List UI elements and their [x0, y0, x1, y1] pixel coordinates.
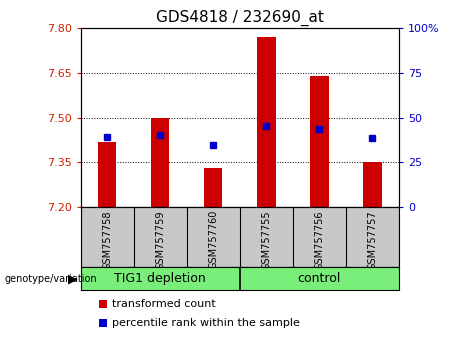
Text: control: control — [297, 272, 341, 285]
Bar — [204, 169, 223, 207]
Text: GSM757760: GSM757760 — [208, 210, 218, 269]
Text: TIG1 depletion: TIG1 depletion — [114, 272, 206, 285]
Title: GDS4818 / 232690_at: GDS4818 / 232690_at — [156, 9, 324, 25]
Bar — [151, 118, 170, 207]
Text: GSM757759: GSM757759 — [155, 210, 165, 270]
Text: ▶: ▶ — [68, 272, 77, 285]
Bar — [257, 37, 276, 207]
Text: percentile rank within the sample: percentile rank within the sample — [112, 318, 300, 328]
Text: GSM757756: GSM757756 — [314, 210, 324, 270]
Bar — [310, 76, 329, 207]
Bar — [363, 162, 382, 207]
Text: genotype/variation: genotype/variation — [5, 274, 97, 284]
Text: GSM757755: GSM757755 — [261, 210, 271, 270]
Text: GSM757757: GSM757757 — [367, 210, 377, 270]
Text: transformed count: transformed count — [112, 299, 216, 309]
Text: GSM757758: GSM757758 — [102, 210, 112, 270]
Bar — [98, 142, 117, 207]
